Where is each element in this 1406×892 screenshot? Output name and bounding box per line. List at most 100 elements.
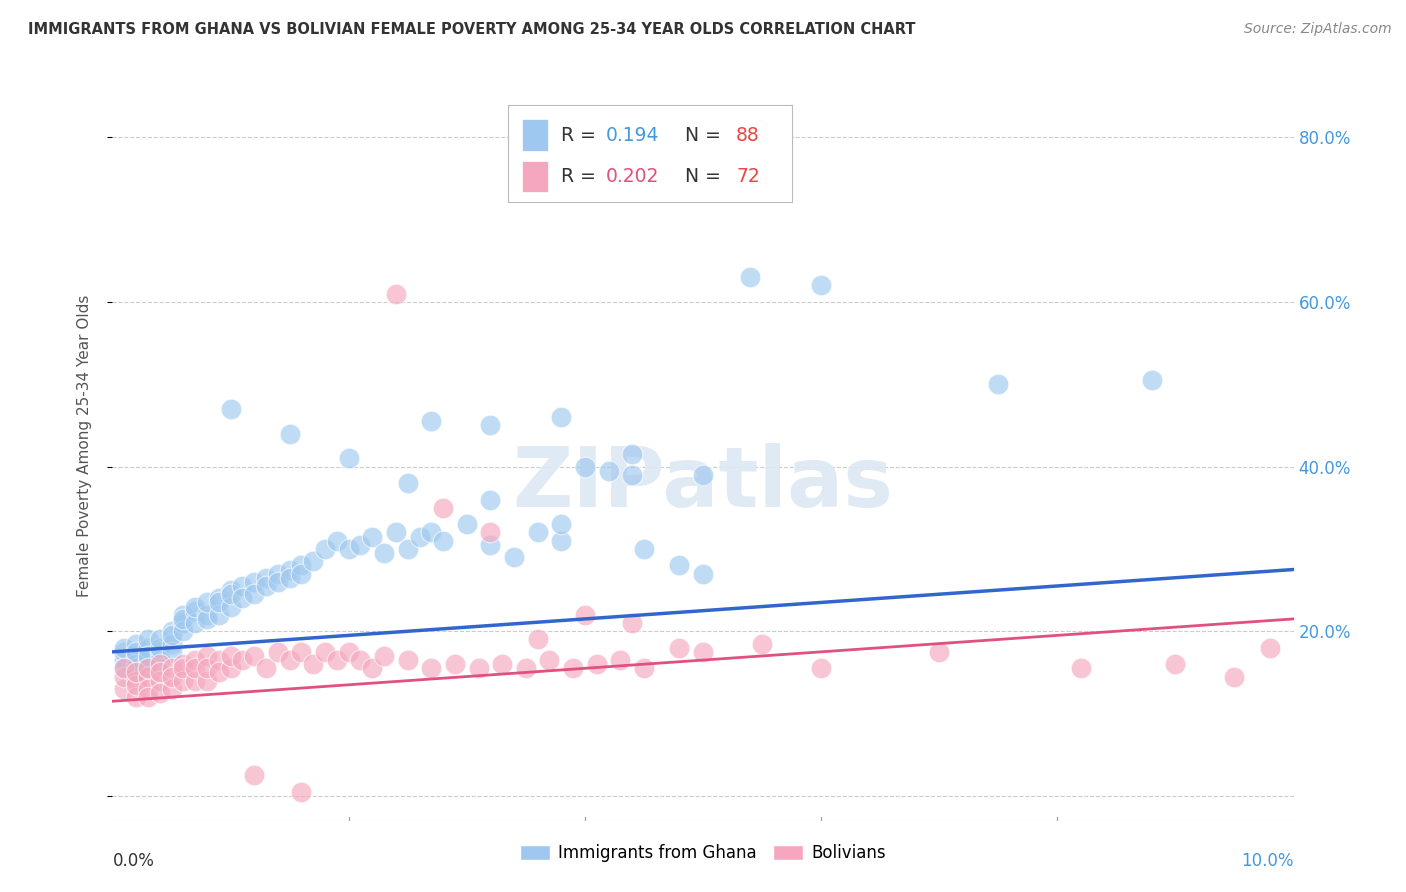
Point — [254, 571, 277, 585]
Point — [621, 467, 644, 482]
Point — [278, 653, 301, 667]
Point — [195, 607, 218, 622]
Point — [160, 645, 183, 659]
Text: R =: R = — [561, 167, 602, 186]
Point — [810, 278, 832, 293]
Point — [278, 571, 301, 585]
Point — [467, 661, 489, 675]
Text: R =: R = — [561, 126, 602, 145]
Point — [184, 653, 207, 667]
Point — [302, 657, 325, 672]
Point — [574, 459, 596, 474]
Point — [1258, 640, 1281, 655]
Point — [184, 604, 207, 618]
Point — [112, 653, 135, 667]
Point — [408, 530, 430, 544]
Point — [136, 669, 159, 683]
Point — [550, 410, 572, 425]
Point — [172, 661, 194, 675]
Point — [432, 500, 454, 515]
Point — [219, 648, 242, 663]
Point — [740, 270, 762, 285]
Point — [125, 657, 148, 672]
Point — [928, 645, 950, 659]
Point — [125, 690, 148, 705]
Point — [160, 661, 183, 675]
Point — [361, 661, 384, 675]
Point — [692, 566, 714, 581]
Text: 0.202: 0.202 — [606, 167, 659, 186]
Point — [444, 657, 467, 672]
Point — [243, 587, 266, 601]
Point — [160, 637, 183, 651]
Point — [349, 538, 371, 552]
Point — [125, 678, 148, 692]
Point — [149, 657, 172, 672]
Point — [432, 533, 454, 548]
Point — [149, 686, 172, 700]
Point — [208, 591, 231, 606]
Point — [751, 637, 773, 651]
Point — [267, 574, 290, 589]
Point — [503, 550, 526, 565]
Point — [125, 637, 148, 651]
Point — [609, 653, 631, 667]
Point — [1164, 657, 1187, 672]
Point — [479, 418, 502, 433]
Point — [136, 661, 159, 675]
FancyBboxPatch shape — [522, 161, 548, 192]
Text: IMMIGRANTS FROM GHANA VS BOLIVIAN FEMALE POVERTY AMONG 25-34 YEAR OLDS CORRELATI: IMMIGRANTS FROM GHANA VS BOLIVIAN FEMALE… — [28, 22, 915, 37]
Point — [290, 566, 312, 581]
Point — [420, 414, 443, 428]
Point — [149, 665, 172, 680]
Point — [479, 492, 502, 507]
Point — [668, 558, 690, 573]
Point — [254, 661, 277, 675]
Point — [987, 377, 1010, 392]
Point — [172, 624, 194, 639]
Point — [550, 517, 572, 532]
Point — [125, 648, 148, 663]
Point — [633, 661, 655, 675]
Point — [195, 595, 218, 609]
Point — [219, 401, 242, 416]
Point — [396, 541, 419, 556]
Point — [195, 661, 218, 675]
Point — [136, 681, 159, 696]
Point — [420, 525, 443, 540]
Point — [125, 673, 148, 688]
Point — [136, 648, 159, 663]
Point — [219, 583, 242, 598]
Text: 88: 88 — [737, 126, 759, 145]
FancyBboxPatch shape — [522, 120, 548, 151]
Point — [562, 661, 585, 675]
Point — [184, 661, 207, 675]
Point — [160, 624, 183, 639]
Point — [633, 541, 655, 556]
Point — [574, 607, 596, 622]
Point — [290, 645, 312, 659]
Point — [136, 640, 159, 655]
Point — [112, 661, 135, 675]
Point — [526, 525, 548, 540]
Point — [208, 665, 231, 680]
Point — [184, 615, 207, 630]
Point — [1140, 373, 1163, 387]
Point — [195, 612, 218, 626]
Point — [810, 661, 832, 675]
Point — [125, 661, 148, 675]
Point — [278, 562, 301, 576]
Point — [208, 607, 231, 622]
Point — [515, 661, 537, 675]
Point — [621, 615, 644, 630]
Point — [373, 546, 395, 560]
Legend: Immigrants from Ghana, Bolivians: Immigrants from Ghana, Bolivians — [513, 838, 893, 869]
Point — [267, 645, 290, 659]
Point — [219, 599, 242, 614]
Point — [112, 661, 135, 675]
Point — [361, 530, 384, 544]
Point — [208, 653, 231, 667]
Point — [326, 533, 349, 548]
Point — [172, 612, 194, 626]
Point — [385, 525, 408, 540]
